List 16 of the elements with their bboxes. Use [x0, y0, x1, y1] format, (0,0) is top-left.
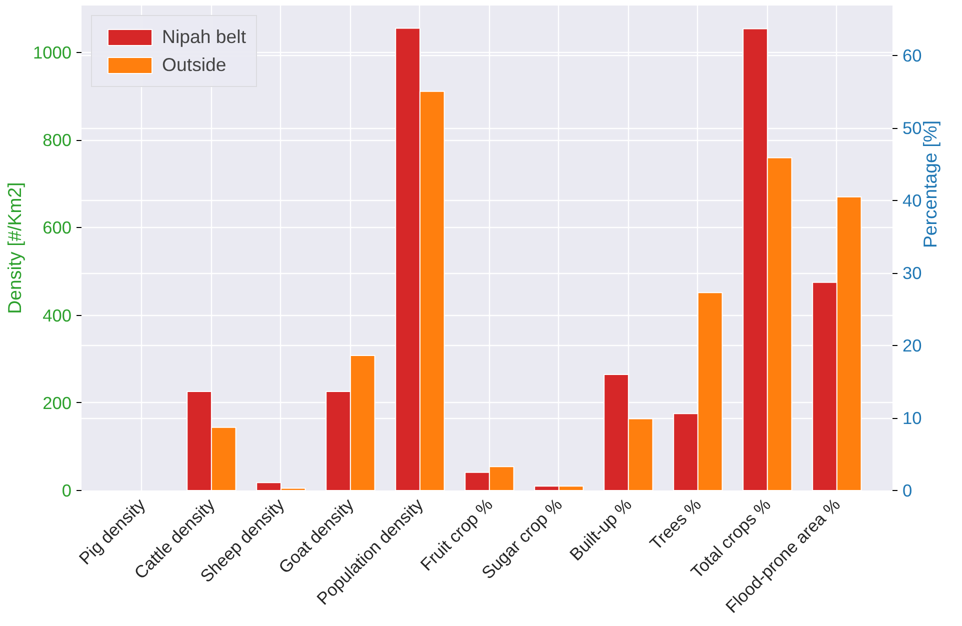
y-tick-label: 1000 [32, 42, 72, 62]
y-tick-label: 400 [42, 305, 72, 326]
y-tick-label: 200 [42, 392, 72, 413]
legend-label: Nipah belt [162, 26, 246, 48]
y-tick-label: 0 [62, 480, 72, 500]
y2-tick-label: 40 [902, 190, 922, 211]
y2-tick-label: 20 [902, 336, 922, 356]
y-tick-label: 600 [42, 218, 72, 238]
y2-tick-label: 0 [902, 480, 912, 500]
legend-label: Outside [162, 54, 226, 76]
y-tick-label: 800 [42, 130, 72, 150]
y2-tick-label: 50 [902, 118, 922, 138]
y2-tick-label: 30 [902, 263, 922, 284]
y-axis-title: Density [#/Km2] [4, 182, 25, 314]
y2-tick-label: 10 [902, 408, 922, 428]
y2-tick-label: 60 [902, 46, 922, 66]
